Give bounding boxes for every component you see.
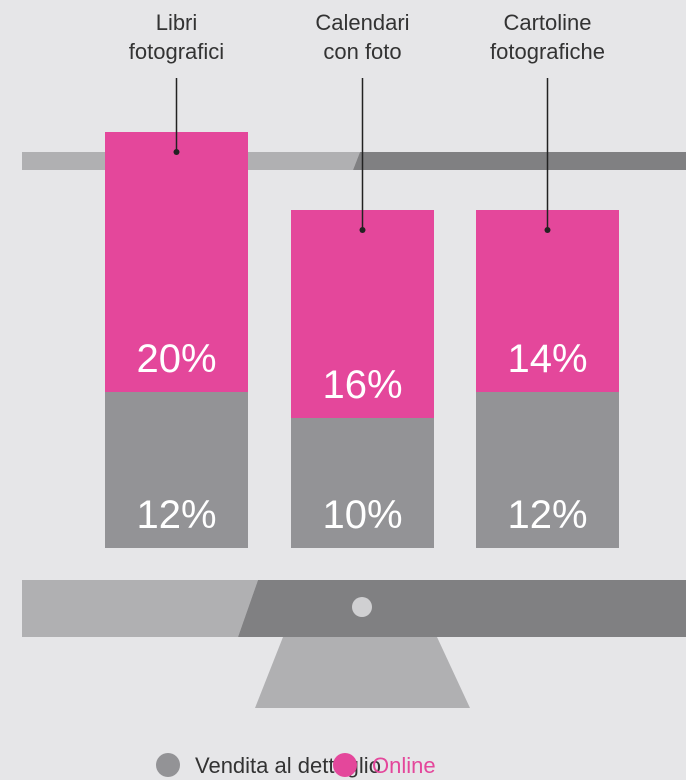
monitor-button bbox=[352, 597, 372, 617]
leader-dot bbox=[360, 227, 366, 233]
chart: 12%20%Librifotografici10%16%Calendaricon… bbox=[0, 0, 686, 780]
value-label: 14% bbox=[507, 337, 587, 381]
leader-dot bbox=[174, 149, 180, 155]
legend-label: Online bbox=[372, 753, 436, 778]
monitor-top-dark bbox=[353, 152, 686, 170]
monitor-bottom-light bbox=[22, 580, 258, 637]
value-label: 12% bbox=[507, 493, 587, 537]
monitor-bottom-dark bbox=[238, 580, 686, 637]
legend-swatch bbox=[333, 753, 357, 777]
leader-dot bbox=[545, 227, 551, 233]
value-label: 16% bbox=[322, 363, 402, 407]
value-label: 12% bbox=[136, 493, 216, 537]
value-label: 20% bbox=[136, 337, 216, 381]
legend-swatch bbox=[156, 753, 180, 777]
value-label: 10% bbox=[322, 493, 402, 537]
monitor-stand bbox=[255, 637, 470, 708]
